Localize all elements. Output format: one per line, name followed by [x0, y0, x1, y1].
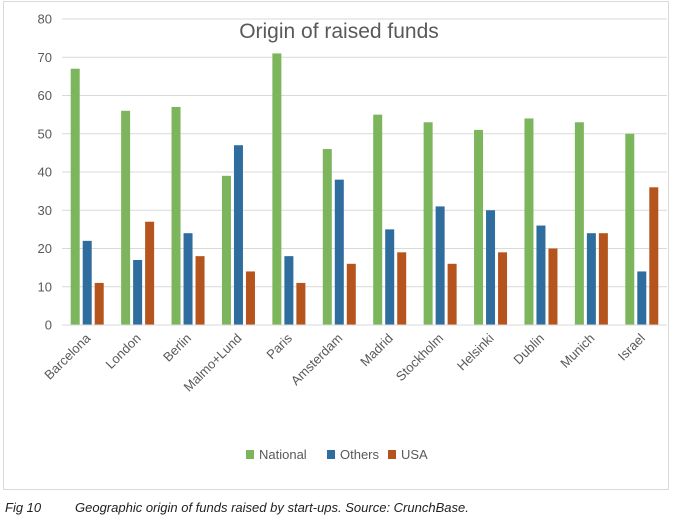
- bar-others-paris: [284, 256, 294, 325]
- category-label: Paris: [263, 330, 295, 362]
- legend-label-others: Others: [340, 447, 380, 462]
- bar-others-israel: [637, 271, 647, 325]
- legend-swatch-others: [327, 450, 335, 459]
- bar-usa-dublin: [548, 248, 558, 325]
- category-label: Israel: [615, 330, 648, 363]
- bar-others-malmo-lund: [233, 145, 243, 325]
- legend-label-national: National: [259, 447, 307, 462]
- figure-caption: Fig 10 Geographic origin of funds raised …: [5, 500, 469, 515]
- bar-chart: 0 10 20 30 40 50 60 70 80 Barcelona London Berlin M…: [38, 12, 667, 462]
- bar-national-madrid: [373, 114, 383, 325]
- bar-usa-amsterdam: [346, 263, 356, 325]
- bar-usa-stockholm: [447, 263, 457, 325]
- category-label: Amsterdam: [288, 331, 346, 389]
- bar-national-paris: [272, 53, 282, 326]
- bar-usa-helsinki: [498, 252, 508, 325]
- bar-others-madrid: [385, 229, 395, 325]
- bar-national-barcelona: [70, 68, 80, 325]
- caption-text: Geographic origin of funds raised by sta…: [75, 500, 469, 515]
- bar-national-malmo-lund: [221, 175, 231, 325]
- y-tick-label: 20: [38, 241, 52, 256]
- chart-title: Origin of raised funds: [239, 20, 439, 43]
- y-axis-ticks: 0 10 20 30 40 50 60 70 80: [38, 12, 52, 333]
- y-tick-label: 60: [38, 88, 52, 103]
- bar-others-london: [133, 259, 143, 325]
- bar-national-israel: [625, 133, 635, 325]
- bar-national-dublin: [524, 118, 534, 325]
- gridlines: [62, 18, 667, 288]
- bar-others-berlin: [183, 233, 193, 325]
- y-tick-label: 50: [38, 126, 52, 141]
- bar-usa-london: [145, 221, 155, 325]
- category-label: Stockholm: [393, 331, 447, 385]
- bar-usa-malmo-lund: [245, 271, 255, 325]
- category-label: Dublin: [510, 331, 547, 368]
- bar-usa-paris: [296, 282, 306, 325]
- bar-usa-barcelona: [94, 282, 104, 325]
- bar-national-stockholm: [423, 122, 433, 326]
- category-label: Berlin: [160, 331, 194, 365]
- category-label: Munich: [557, 331, 597, 371]
- bar-usa-berlin: [195, 256, 205, 325]
- y-tick-label: 30: [38, 203, 52, 218]
- bar-others-amsterdam: [334, 179, 344, 325]
- bar-others-barcelona: [82, 240, 92, 325]
- legend-label-usa: USA: [401, 447, 428, 462]
- bar-others-munich: [586, 233, 596, 325]
- category-label: London: [102, 331, 143, 372]
- legend: National Others USA: [246, 447, 428, 462]
- category-label: Barcelona: [41, 330, 94, 383]
- bar-others-dublin: [536, 225, 546, 325]
- figure-number: Fig 10: [5, 500, 42, 515]
- y-tick-label: 40: [38, 165, 52, 180]
- bar-usa-munich: [598, 233, 608, 325]
- bar-usa-madrid: [397, 252, 407, 325]
- bar-usa-israel: [649, 187, 659, 325]
- bar-others-helsinki: [486, 210, 496, 325]
- bar-national-amsterdam: [322, 149, 332, 325]
- category-label: Madrid: [357, 331, 396, 370]
- legend-swatch-usa: [388, 450, 396, 459]
- bar-national-london: [121, 110, 131, 325]
- chart-frame: 0 10 20 30 40 50 60 70 80 Barcelona London Berlin M…: [3, 1, 669, 490]
- bar-others-stockholm: [435, 206, 445, 325]
- bar-national-munich: [574, 122, 584, 326]
- bar-national-helsinki: [474, 129, 484, 325]
- category-label: Helsinki: [454, 330, 497, 373]
- y-tick-label: 10: [38, 279, 52, 294]
- y-tick-label: 80: [38, 12, 52, 27]
- bars: [70, 53, 659, 326]
- y-tick-label: 0: [45, 318, 52, 333]
- bar-national-berlin: [171, 106, 181, 325]
- legend-swatch-national: [246, 450, 254, 459]
- y-tick-label: 70: [38, 50, 52, 65]
